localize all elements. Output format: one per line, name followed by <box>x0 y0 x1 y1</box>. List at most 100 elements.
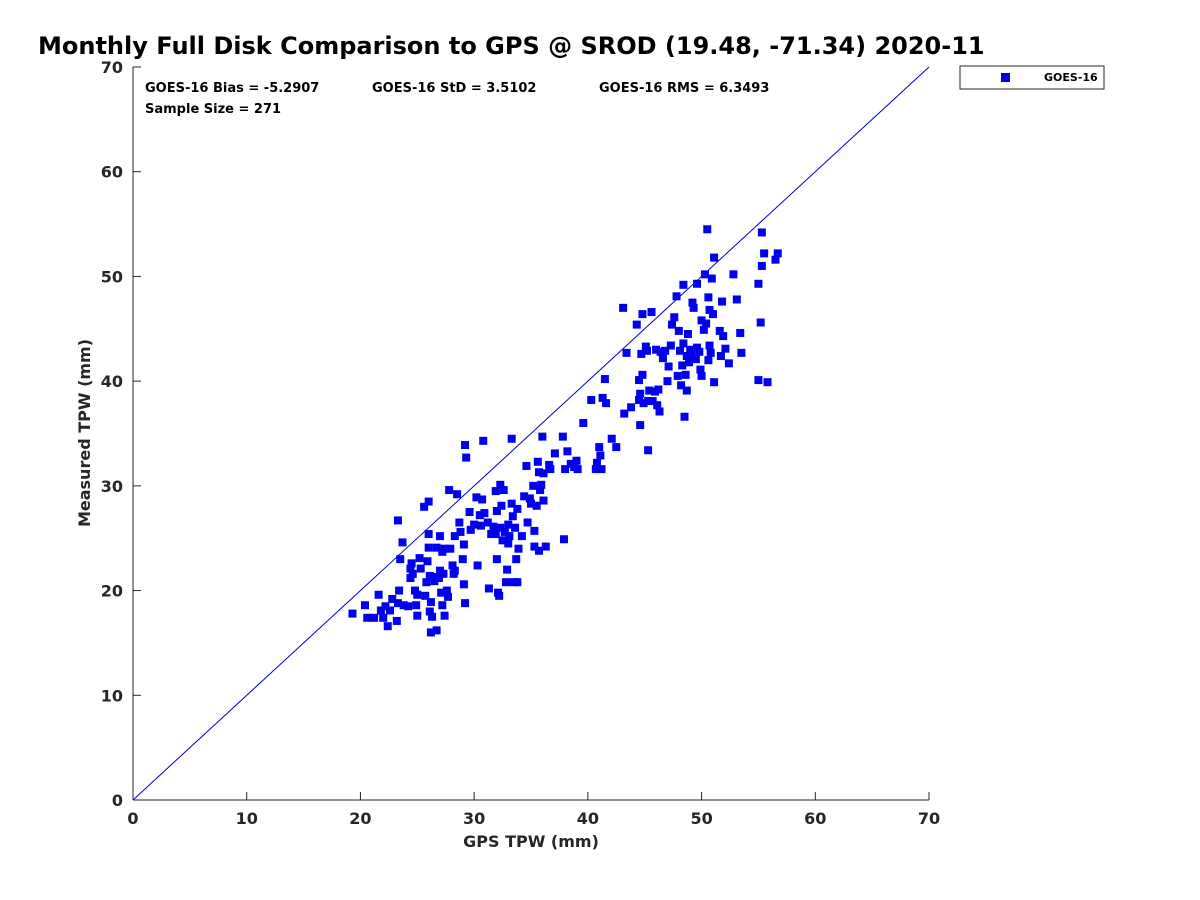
data-point <box>416 564 425 573</box>
data-point <box>512 555 521 564</box>
data-point <box>689 303 698 312</box>
data-point <box>438 601 447 610</box>
data-point <box>703 225 712 234</box>
data-point <box>442 586 451 595</box>
x-tick-label: 60 <box>804 809 826 828</box>
data-point <box>393 516 402 525</box>
data-point <box>413 590 422 599</box>
data-point <box>597 465 606 474</box>
data-point <box>737 348 746 357</box>
data-point <box>600 375 609 384</box>
data-point <box>363 613 372 622</box>
data-point <box>459 540 468 549</box>
data-point <box>492 506 501 515</box>
data-point <box>425 571 434 580</box>
data-point <box>638 310 647 319</box>
data-point <box>478 495 487 504</box>
x-axis-ticks: 0 10 20 30 40 50 60 70 <box>127 792 940 828</box>
data-point <box>579 419 588 428</box>
data-point <box>563 447 572 456</box>
data-point <box>670 313 679 322</box>
data-point <box>546 465 555 474</box>
data-point <box>754 279 763 288</box>
data-point <box>440 544 449 553</box>
data-point <box>492 555 501 564</box>
data-point <box>407 559 416 568</box>
data-point <box>472 493 481 502</box>
data-point <box>558 432 567 441</box>
data-point <box>721 344 730 353</box>
data-point <box>415 554 424 563</box>
data-point <box>652 345 661 354</box>
data-point <box>538 432 547 441</box>
data-point <box>360 601 369 610</box>
data-point <box>724 359 733 368</box>
data-point <box>495 591 504 600</box>
data-point <box>383 622 392 631</box>
data-point <box>658 354 667 363</box>
data-point <box>530 542 539 551</box>
data-point <box>487 530 496 539</box>
x-tick-label: 70 <box>918 809 940 828</box>
data-point <box>697 371 706 380</box>
data-point <box>681 370 690 379</box>
data-point <box>664 362 673 371</box>
data-point <box>706 348 715 357</box>
data-point <box>763 378 772 387</box>
data-point <box>682 386 691 395</box>
data-point <box>530 526 539 535</box>
data-point <box>385 606 394 615</box>
data-point <box>406 564 415 573</box>
data-point <box>465 508 474 517</box>
data-point <box>537 480 546 489</box>
x-tick-label: 40 <box>577 809 599 828</box>
data-point <box>374 590 383 599</box>
data-point <box>656 347 665 356</box>
y-axis-ticks: 0 10 20 30 40 50 60 70 <box>101 58 141 810</box>
data-point <box>679 280 688 289</box>
rms-stat: GOES-16 RMS = 6.3493 <box>599 81 769 96</box>
data-point <box>592 458 601 467</box>
data-point <box>532 501 541 510</box>
data-point <box>456 527 465 536</box>
data-point <box>685 358 694 367</box>
data-point <box>693 343 702 352</box>
data-point <box>473 561 482 570</box>
data-point <box>754 376 763 385</box>
data-point <box>655 407 664 416</box>
y-tick-label: 0 <box>112 791 123 810</box>
data-point <box>666 341 675 350</box>
data-point <box>602 399 611 408</box>
data-point <box>443 592 452 601</box>
data-point <box>696 365 705 374</box>
data-point <box>458 555 467 564</box>
data-point <box>682 352 691 361</box>
data-point <box>700 270 709 279</box>
data-point <box>705 341 714 350</box>
data-point <box>424 543 433 552</box>
data-point <box>732 295 741 304</box>
data-point <box>422 578 431 587</box>
x-tick-label: 50 <box>690 809 712 828</box>
data-point <box>398 538 407 547</box>
data-point <box>381 602 390 611</box>
data-point <box>446 544 455 553</box>
data-point <box>430 577 439 586</box>
data-point <box>508 512 517 521</box>
data-point <box>760 249 769 258</box>
data-point <box>533 457 542 466</box>
data-point <box>476 521 485 530</box>
data-point <box>704 356 713 365</box>
data-point <box>496 523 505 532</box>
data-point <box>591 465 600 474</box>
x-axis-label: GPS TPW (mm) <box>463 832 599 851</box>
data-point <box>412 601 421 610</box>
data-point <box>598 393 607 402</box>
data-point <box>719 332 728 341</box>
data-point <box>715 326 724 335</box>
data-point <box>513 578 522 587</box>
data-point <box>455 518 464 527</box>
data-point <box>432 626 441 635</box>
data-point <box>679 339 688 348</box>
